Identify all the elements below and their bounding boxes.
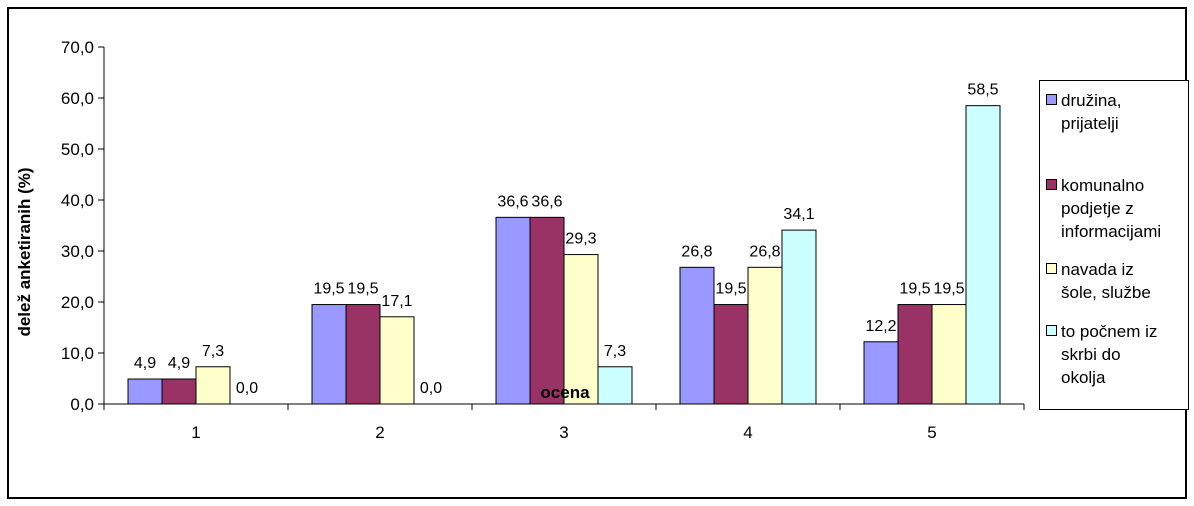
y-tick-label: 40,0 xyxy=(61,191,94,210)
bar xyxy=(863,341,899,405)
legend-label: komunalno podjetje z informacijami xyxy=(1061,176,1162,241)
legend: družina, prijatelji komunalno podjetje z… xyxy=(1039,80,1189,410)
data-labels: 4,919,536,626,812,24,919,536,619,5 19,57,… xyxy=(134,82,999,397)
data-label: 26,8 xyxy=(681,243,712,260)
data-label: 0,0 xyxy=(420,380,442,397)
y-tick-label: 0,0 xyxy=(70,395,94,414)
x-tick-label: 2 xyxy=(375,423,384,442)
data-label: 7,3 xyxy=(202,343,224,360)
bar xyxy=(161,378,197,405)
bar xyxy=(195,366,231,405)
data-label: 19,5 xyxy=(933,281,964,298)
y-axis-title: delež anketiranih (%) xyxy=(15,167,34,336)
y-tick-label: 20,0 xyxy=(61,293,94,312)
x-tick-label: 1 xyxy=(191,423,200,442)
bar xyxy=(965,105,1001,405)
x-tick-label: 5 xyxy=(927,423,936,442)
bar xyxy=(563,254,599,405)
bar xyxy=(713,304,749,405)
legend-label: navada iz šole, službe xyxy=(1061,260,1151,302)
data-label: 4,9 xyxy=(168,355,190,372)
bar xyxy=(747,266,783,405)
bar xyxy=(311,304,347,405)
bar xyxy=(931,304,967,405)
data-label: 4,9 xyxy=(134,355,156,372)
data-label: 19,5 xyxy=(347,281,378,298)
x-axis-ticks: 1 2 3 4 5 xyxy=(103,404,1025,442)
bar xyxy=(597,366,633,405)
legend-label: to počnem iz skrbi do okolja xyxy=(1061,322,1158,387)
x-axis-title: ocena xyxy=(540,383,590,402)
data-label: 58,5 xyxy=(967,82,998,99)
bar xyxy=(781,229,817,405)
bar xyxy=(495,216,531,405)
legend-label: družina, prijatelji xyxy=(1061,91,1122,133)
y-tick-label: 70,0 xyxy=(61,38,94,57)
data-label: 36,6 xyxy=(497,193,528,210)
legend-swatch xyxy=(1046,179,1057,190)
legend-swatch xyxy=(1046,325,1057,336)
bar xyxy=(679,266,715,405)
y-axis-ticks: 0,0 10,0 20,0 30,0 40,0 50,0 60,0 70,0 xyxy=(61,38,104,414)
data-label: 19,5 xyxy=(715,281,746,298)
data-label: 7,3 xyxy=(604,343,626,360)
y-tick-label: 10,0 xyxy=(61,344,94,363)
legend-swatch xyxy=(1046,263,1057,274)
data-label: 36,6 xyxy=(531,193,562,210)
x-tick-label: 4 xyxy=(743,423,752,442)
bar xyxy=(127,378,163,405)
bar xyxy=(897,304,933,405)
x-tick-label: 3 xyxy=(559,423,568,442)
data-label: 17,1 xyxy=(381,293,412,310)
bar xyxy=(379,316,415,405)
data-label: 0,0 xyxy=(236,380,258,397)
data-label: 12,2 xyxy=(865,318,896,335)
y-tick-label: 60,0 xyxy=(61,89,94,108)
legend-swatch xyxy=(1046,94,1057,105)
y-tick-label: 50,0 xyxy=(61,140,94,159)
data-label: 29,3 xyxy=(565,231,596,248)
data-label: 19,5 xyxy=(899,281,930,298)
data-label: 26,8 xyxy=(749,243,780,260)
bar xyxy=(345,304,381,405)
data-label: 34,1 xyxy=(783,206,814,223)
bar xyxy=(529,216,565,405)
y-tick-label: 30,0 xyxy=(61,242,94,261)
data-label: 19,5 xyxy=(313,281,344,298)
bars xyxy=(127,105,1001,405)
